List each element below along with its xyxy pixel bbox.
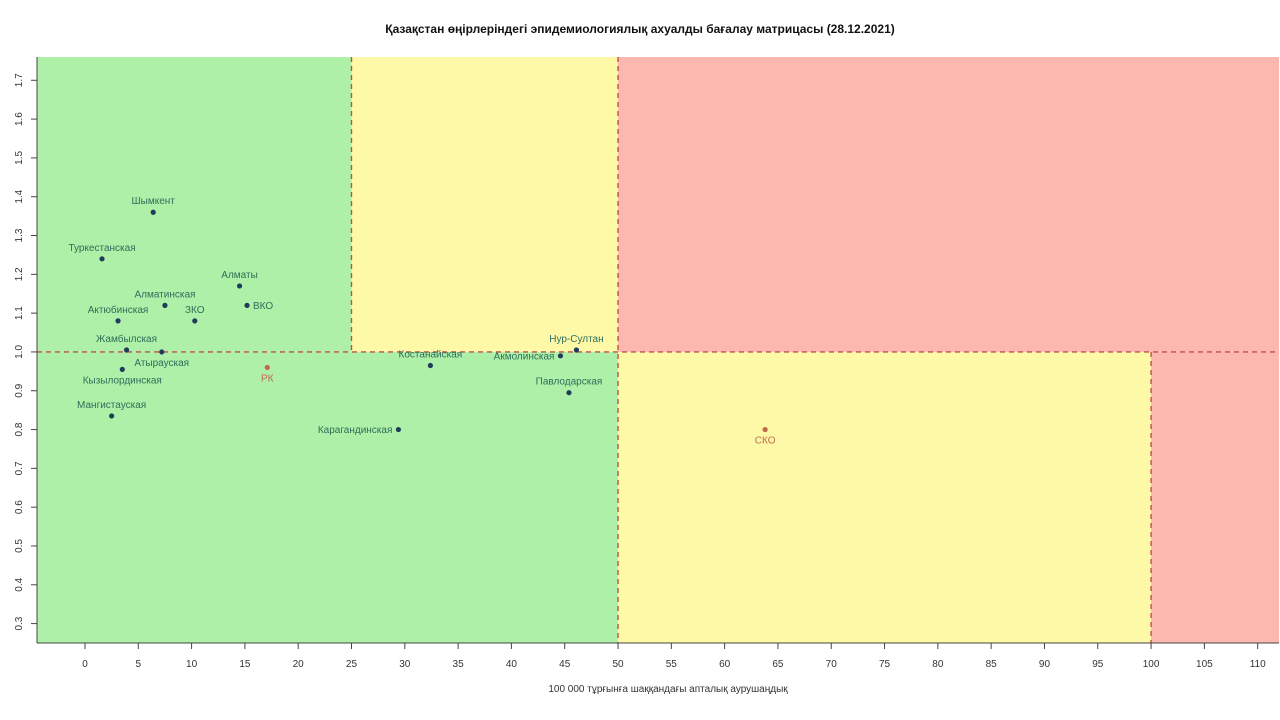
data-point-label: Атырауская: [134, 358, 189, 369]
x-tick-label: 85: [986, 659, 998, 670]
x-tick-label: 25: [346, 659, 358, 670]
data-point-label: Шымкент: [132, 196, 176, 207]
y-tick-label: 0.8: [14, 422, 25, 436]
data-point: [236, 283, 243, 289]
x-tick-label: 15: [239, 659, 251, 670]
data-point: [573, 347, 580, 353]
x-tick-label: 10: [186, 659, 198, 670]
data-point-label: Павлодарская: [536, 377, 603, 388]
data-point-label: Актюбинская: [88, 304, 149, 316]
y-tick-label: 0.5: [14, 539, 25, 553]
y-tick-label: 0.4: [14, 577, 25, 591]
data-point: [109, 413, 115, 419]
data-point-label: ВКО: [253, 301, 273, 312]
data-point-label: Акмолинская: [494, 351, 555, 362]
y-tick-label: 0.3: [14, 616, 25, 630]
data-point: [264, 364, 270, 371]
x-tick-label: 50: [612, 659, 624, 670]
x-tick-label: 75: [879, 659, 891, 670]
y-tick-label: 1.2: [14, 267, 25, 281]
x-axis-label: 100 000 тұрғынға шаққандағы апталық ауру…: [548, 684, 788, 695]
data-point: [244, 302, 250, 308]
x-tick-label: 105: [1196, 659, 1213, 670]
data-point: [115, 318, 121, 324]
data-point-label: Алматинская: [134, 289, 195, 300]
x-tick-label: 60: [719, 659, 731, 670]
x-tick-label: 110: [1250, 659, 1266, 670]
x-tick-label: 30: [399, 659, 411, 670]
y-tick-label: 0.9: [14, 383, 25, 397]
data-point: [762, 426, 768, 433]
data-point-label: Алматы: [221, 270, 258, 281]
data-point-label: Жамбылская: [96, 333, 157, 345]
x-tick-label: 5: [135, 659, 141, 670]
data-point-label: РК: [261, 373, 274, 384]
data-point-label: Туркестанская: [68, 243, 135, 254]
y-tick-label: 1.3: [14, 228, 25, 242]
y-tick-label: 0.6: [14, 500, 25, 514]
x-tick-label: 55: [666, 659, 678, 670]
data-point: [123, 347, 130, 353]
data-point-label: Нур-Султан: [549, 334, 603, 345]
data-point: [159, 349, 165, 355]
x-tick-label: 35: [453, 659, 465, 670]
data-point-label: Костанайская: [399, 350, 463, 361]
data-point-label: Мангистауская: [77, 400, 146, 411]
x-tick-label: 90: [1039, 659, 1051, 670]
zone-0: [37, 351, 619, 643]
zone-3: [618, 57, 1279, 352]
y-tick-label: 0.7: [14, 461, 25, 475]
zone-1: [37, 57, 352, 352]
chart-title: Қазақстан өңірлеріндегі эпидемиологиялық…: [385, 22, 895, 36]
x-tick-label: 0: [82, 659, 88, 670]
data-point: [119, 366, 125, 373]
y-tick-label: 1.1: [14, 306, 25, 320]
x-tick-label: 95: [1092, 659, 1104, 670]
zone-5: [1151, 351, 1279, 643]
data-point-label: Карагандинская: [318, 425, 393, 436]
data-point: [162, 302, 168, 308]
zone-4: [618, 351, 1152, 643]
y-tick-label: 1.7: [14, 73, 25, 87]
data-point: [150, 209, 156, 215]
data-point: [566, 390, 572, 396]
x-tick-label: 70: [826, 659, 838, 670]
data-point-label: Кызылординская: [83, 375, 162, 386]
data-point-label: ЗКО: [185, 305, 205, 316]
x-tick-label: 40: [506, 659, 518, 670]
data-point-label: СКО: [755, 436, 776, 447]
data-point: [427, 362, 433, 369]
x-tick-label: 65: [772, 659, 784, 670]
data-point: [395, 426, 402, 433]
y-tick-label: 1.0: [14, 345, 25, 359]
y-tick-label: 1.6: [14, 112, 25, 126]
y-tick-label: 1.4: [14, 189, 25, 203]
data-point: [192, 318, 198, 324]
y-tick-label: 1.5: [14, 151, 25, 165]
x-tick-label: 45: [559, 659, 571, 670]
data-point: [99, 256, 105, 262]
x-tick-label: 20: [293, 659, 305, 670]
zone-2: [351, 57, 619, 352]
x-tick-label: 100: [1143, 659, 1160, 670]
x-tick-label: 80: [932, 659, 944, 670]
data-point: [557, 353, 564, 359]
